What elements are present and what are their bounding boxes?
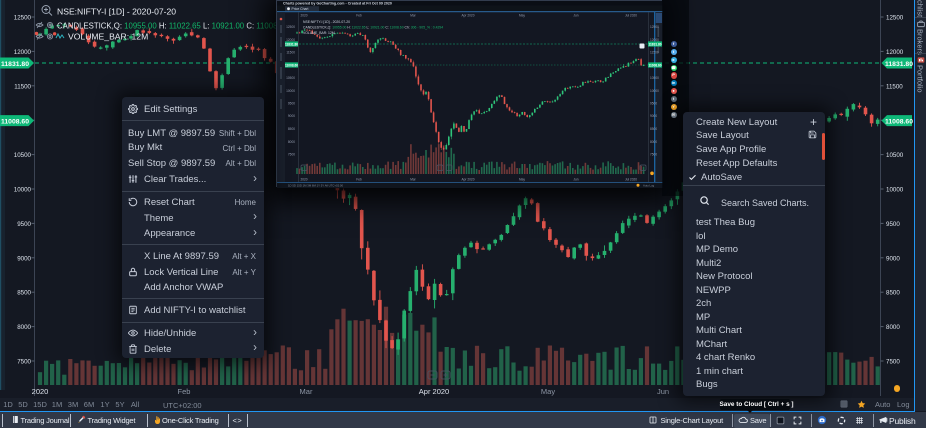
- svg-text:Jun: Jun: [657, 387, 669, 396]
- svg-text:10000: 10000: [650, 89, 659, 93]
- svg-text:NSE:NIFTY-I [1D] - 2020-07-20: NSE:NIFTY-I [1D] - 2020-07-20: [303, 20, 350, 24]
- svg-text:7500: 7500: [886, 359, 900, 366]
- svg-text:10500: 10500: [886, 152, 904, 159]
- svg-text:12500: 12500: [650, 25, 659, 29]
- svg-text:8000: 8000: [650, 140, 657, 144]
- svg-text:12500: 12500: [886, 15, 904, 22]
- svg-text:9500: 9500: [17, 221, 31, 228]
- svg-text:Apr 2020: Apr 2020: [462, 14, 475, 18]
- svg-text:Feb: Feb: [178, 387, 191, 396]
- svg-text:VOLUME_BAR: 12M: VOLUME_BAR: 12M: [303, 31, 335, 35]
- svg-text:Mar: Mar: [300, 387, 313, 396]
- svg-text:May: May: [519, 14, 525, 18]
- svg-text:8500: 8500: [650, 127, 657, 131]
- svg-text:12000: 12000: [286, 38, 295, 42]
- svg-text:11831.80: 11831.80: [285, 42, 298, 46]
- svg-text:Mar: Mar: [410, 14, 416, 18]
- svg-text:9000: 9000: [650, 114, 657, 118]
- svg-text:9000: 9000: [886, 255, 900, 262]
- svg-text:Apr 2020: Apr 2020: [462, 178, 475, 182]
- svg-text:1D 5D 15D 1M 3M 6M 1Y 5: 1D 5D 15D 1M 3M 6M 1Y 5Y All UTC+02:00: [288, 184, 343, 188]
- svg-text:Feb: Feb: [356, 178, 362, 182]
- svg-text:7500: 7500: [650, 153, 657, 157]
- svg-text:11500: 11500: [650, 51, 659, 55]
- svg-text:Auto Log: Auto Log: [643, 184, 655, 188]
- svg-text:12500: 12500: [286, 25, 295, 29]
- svg-text:8500: 8500: [17, 290, 31, 297]
- svg-text:CANDLESTICK,Q: 10955.00 H: 110: CANDLESTICK,Q: 10955.00 H: 11022.65 L: 1…: [57, 22, 284, 31]
- svg-text:2020: 2020: [32, 387, 49, 396]
- svg-text:Apr 2020: Apr 2020: [419, 387, 449, 396]
- svg-text:11008.60: 11008.60: [285, 63, 298, 67]
- svg-text:8000: 8000: [288, 140, 295, 144]
- svg-text:Jun: Jun: [573, 14, 578, 18]
- svg-text:Jun: Jun: [573, 178, 578, 182]
- svg-text:Feb: Feb: [356, 14, 362, 18]
- svg-text:8500: 8500: [886, 290, 900, 297]
- svg-text:8500: 8500: [288, 127, 295, 131]
- svg-text:12500: 12500: [14, 15, 32, 22]
- svg-text:9500: 9500: [650, 102, 657, 106]
- svg-text:9000: 9000: [17, 255, 31, 262]
- svg-text:11831.80: 11831.80: [1, 61, 29, 68]
- svg-text:11500: 11500: [14, 83, 31, 90]
- svg-text:Mar: Mar: [410, 178, 416, 182]
- svg-text:12000: 12000: [886, 49, 904, 56]
- svg-text:9500: 9500: [886, 221, 900, 228]
- svg-text:Charts powered by GoCharting.c: Charts powered by GoCharting.com - Creat…: [283, 2, 392, 6]
- svg-text:12000: 12000: [14, 49, 32, 56]
- svg-text:Price Chart: Price Chart: [292, 7, 309, 11]
- svg-text:9000: 9000: [288, 114, 295, 118]
- svg-text:Jul 2020: Jul 2020: [625, 14, 637, 18]
- svg-text:2020: 2020: [300, 178, 307, 182]
- svg-text:12000: 12000: [650, 38, 659, 42]
- svg-text:8000: 8000: [17, 324, 31, 331]
- svg-text:9500: 9500: [288, 102, 295, 106]
- svg-text:NSE:NIFTY-I [1D] - 2020-07-20: NSE:NIFTY-I [1D] - 2020-07-20: [57, 7, 176, 17]
- svg-text:11008.60: 11008.60: [648, 63, 661, 67]
- svg-text:CANDLESTICK,Q: 10955.00 H: 110: CANDLESTICK,Q: 10955.00 H: 11022.65 L: 1…: [303, 26, 443, 30]
- svg-text:10000: 10000: [286, 89, 295, 93]
- svg-text:11831.80: 11831.80: [648, 42, 661, 46]
- svg-text:11500: 11500: [286, 51, 295, 55]
- svg-text:10000: 10000: [886, 187, 904, 194]
- svg-text:May: May: [519, 178, 525, 182]
- svg-text:Jul 2020: Jul 2020: [625, 178, 637, 182]
- svg-text:VOLUME_BAR: 12M: VOLUME_BAR: 12M: [68, 32, 148, 42]
- svg-text:10500: 10500: [286, 76, 295, 80]
- svg-text:11831.80: 11831.80: [885, 61, 913, 68]
- svg-text:11008.60: 11008.60: [1, 118, 29, 125]
- svg-text:11008.60: 11008.60: [885, 118, 913, 125]
- svg-text:10500: 10500: [14, 152, 32, 159]
- svg-text:10000: 10000: [14, 187, 32, 194]
- svg-text:May: May: [541, 387, 555, 396]
- svg-text:7500: 7500: [17, 359, 31, 366]
- svg-text:7500: 7500: [288, 153, 295, 157]
- svg-text:10500: 10500: [650, 76, 659, 80]
- svg-text:2020: 2020: [300, 14, 307, 18]
- svg-text:8000: 8000: [886, 324, 900, 331]
- svg-text:11500: 11500: [886, 83, 903, 90]
